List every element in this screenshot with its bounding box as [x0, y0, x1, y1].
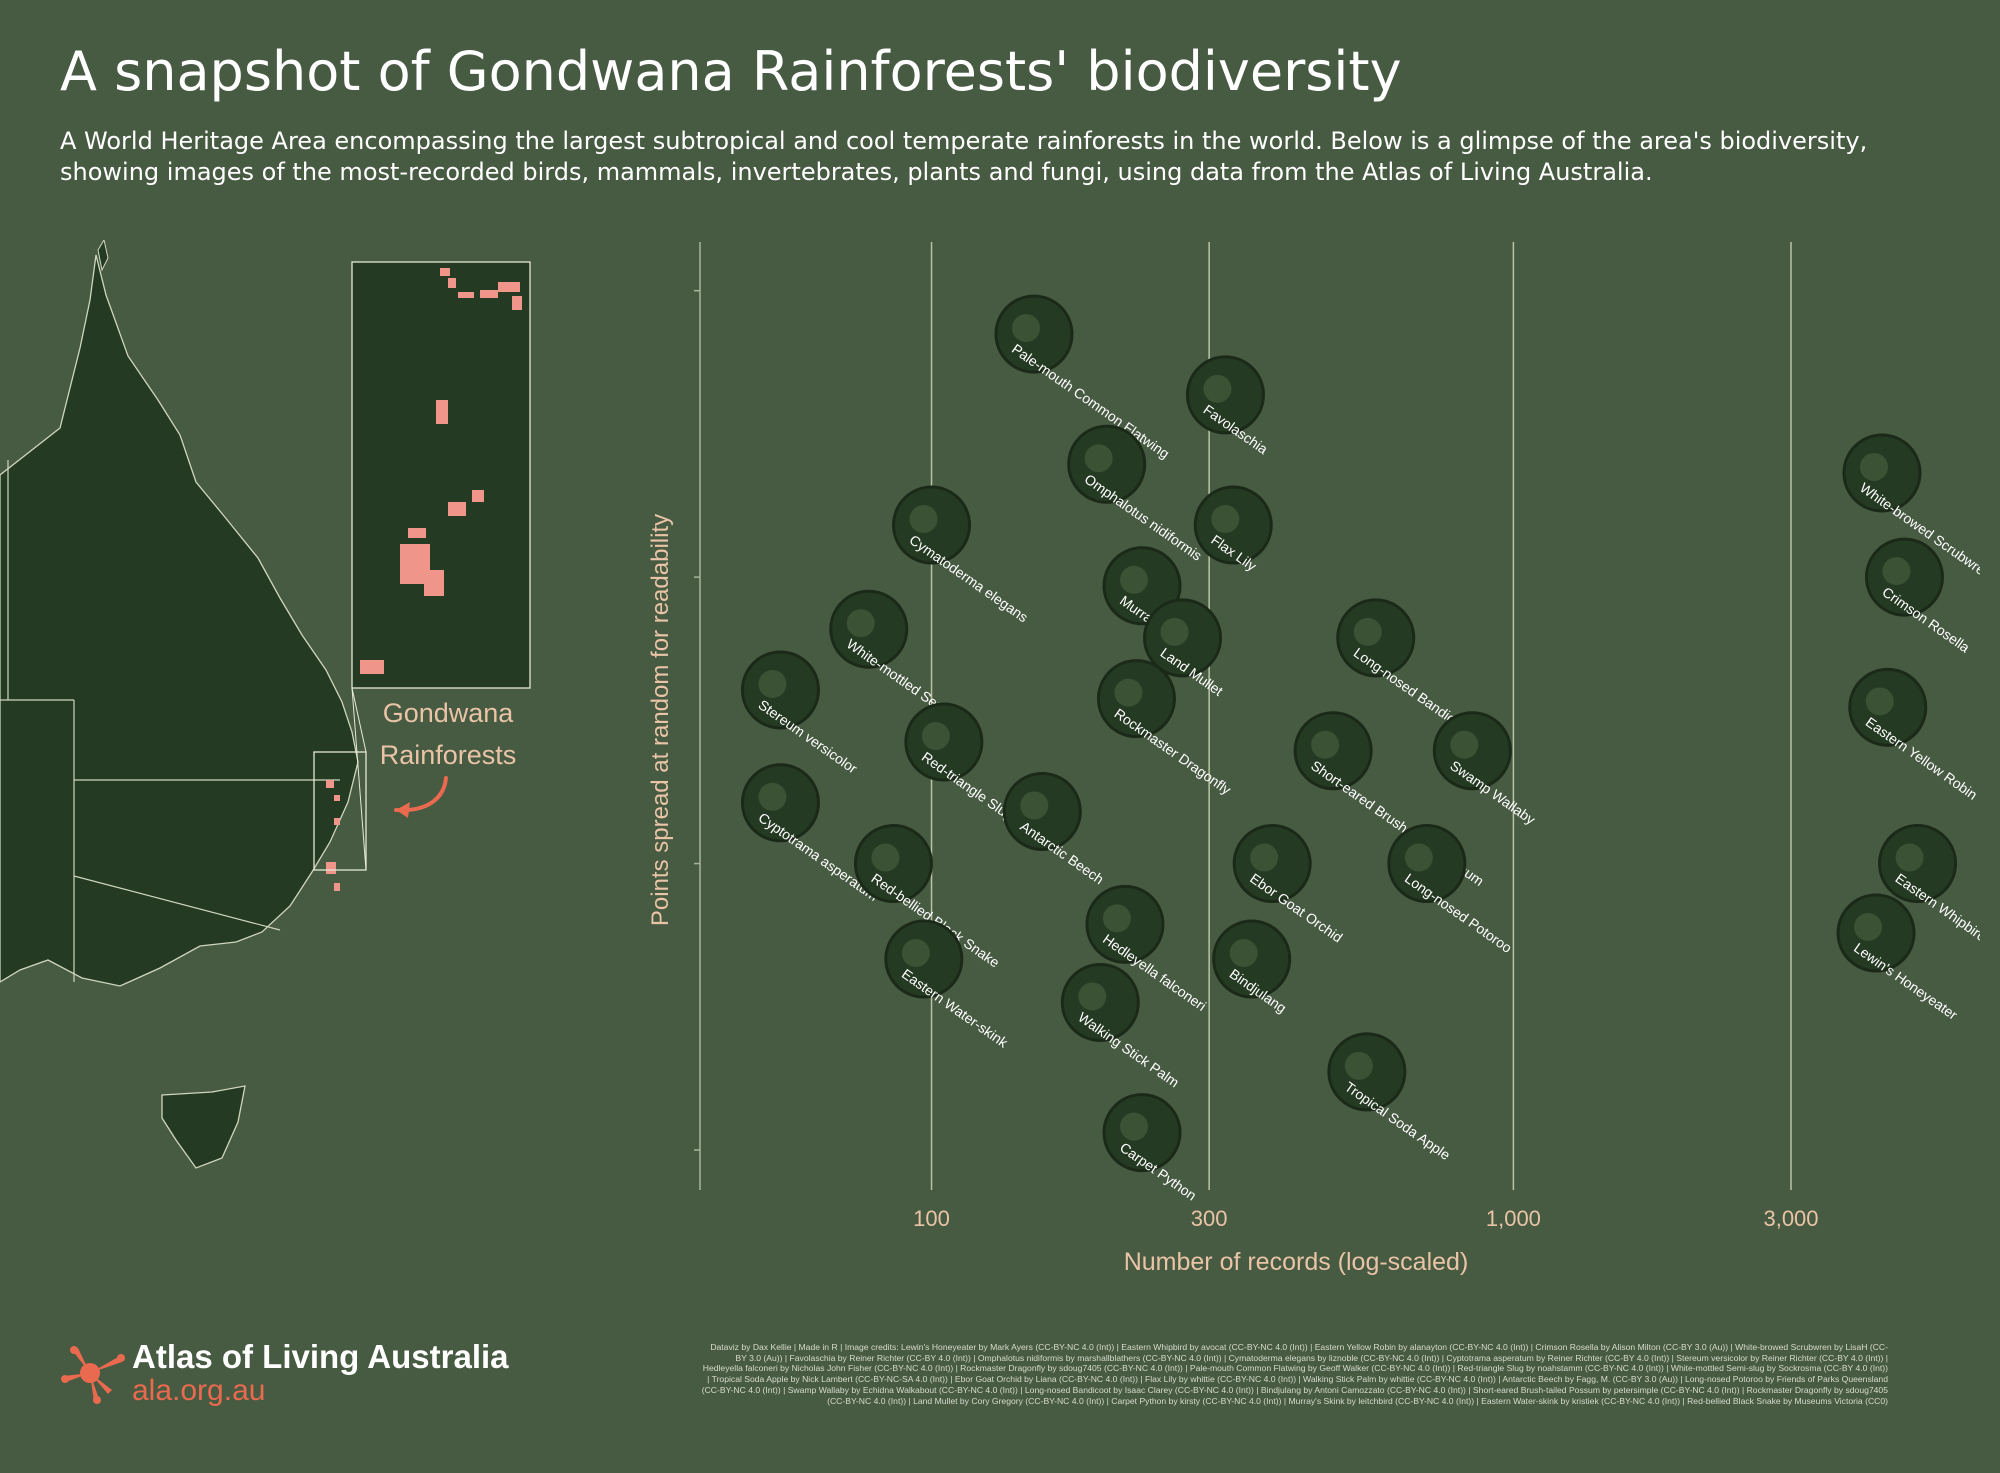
inset-patch	[498, 282, 520, 292]
ala-logo-url[interactable]: ala.org.au	[132, 1374, 266, 1407]
mainland-australia	[0, 240, 359, 1169]
inset-patch	[512, 296, 522, 310]
species-photo-shade	[758, 669, 787, 698]
state-border-nsw-vic	[73, 875, 281, 931]
species-photo-shade	[909, 505, 938, 534]
inset-patch	[424, 570, 444, 596]
species-photo-shade	[1353, 617, 1382, 646]
x-tick-labels: 100 300 1,000 3,000	[913, 1206, 1818, 1231]
data-point[interactable]: Eastern Yellow Robin	[1848, 667, 1980, 803]
rainforest-map: Gondwana Rainforests	[0, 240, 531, 1169]
axes	[694, 242, 701, 1190]
ala-logo-name: Atlas of Living Australia	[132, 1338, 509, 1375]
data-points: Pale-mouth Common Flatwing FavolaschiaOmp…	[740, 294, 1980, 1204]
data-point[interactable]: Antarctic Beech	[1002, 771, 1107, 887]
inset-patch	[472, 490, 484, 502]
species-photo-shade	[1102, 904, 1131, 933]
gondwana-label-line1: Gondwana	[383, 698, 515, 728]
page-subtitle: A World Heritage Area encompassing the l…	[60, 127, 1868, 186]
species-photo-shade	[1078, 982, 1107, 1011]
x-tick-label: 1,000	[1486, 1206, 1541, 1231]
data-point[interactable]: Bindjulang	[1212, 919, 1292, 1016]
data-point[interactable]: Favolaschia	[1185, 355, 1271, 458]
scatter-chart: 100 300 1,000 3,000 Number of records (log-…	[647, 242, 1980, 1276]
data-point[interactable]: Flax Lily	[1193, 485, 1273, 574]
species-photo-shade	[1311, 730, 1340, 759]
data-point[interactable]: Carpet Python	[1102, 1093, 1200, 1204]
east-coast-landmass	[0, 254, 359, 987]
rainforest-patch	[326, 780, 334, 788]
species-photo-shade	[1160, 617, 1189, 646]
species-photo-shade	[1012, 314, 1041, 343]
ala-starburst-icon	[61, 1346, 125, 1404]
gondwana-label-line2: Rainforests	[380, 740, 517, 770]
tasmania	[161, 1085, 246, 1169]
species-photo-shade	[1114, 678, 1143, 707]
x-tick-label: 300	[1191, 1206, 1228, 1231]
species-photo-shade	[1450, 730, 1479, 759]
data-point[interactable]: Long-nosed Potoroo	[1387, 824, 1515, 956]
species-photo-shade	[1404, 843, 1433, 872]
inset-patch	[440, 268, 450, 276]
species-photo-shade	[846, 609, 875, 638]
species-photo-shade	[1344, 1051, 1373, 1080]
species-photo-shade	[1211, 505, 1240, 534]
data-point[interactable]: Swamp Wallaby	[1432, 711, 1538, 828]
data-point[interactable]: Cymatoderma elegans	[892, 485, 1032, 625]
map-inset-panel	[351, 261, 531, 689]
inset-patch	[408, 528, 426, 538]
x-tick-label: 3,000	[1763, 1206, 1818, 1231]
inset-rainforest-patches	[360, 268, 522, 674]
data-point[interactable]: Stereum versicolor	[740, 650, 861, 777]
species-photo-shade	[901, 939, 930, 968]
species-photo-shade	[1229, 939, 1258, 968]
page-title: A snapshot of Gondwana Rainforests' biod…	[60, 40, 1402, 103]
inset-patch	[480, 290, 498, 298]
rainforest-patch	[334, 818, 340, 825]
species-photo-shade	[758, 782, 787, 811]
species-photo-shade	[1020, 791, 1049, 820]
inset-patch	[360, 660, 384, 674]
rainforest-patch	[326, 862, 336, 874]
data-point[interactable]: Omphalotus nidiformis	[1067, 424, 1205, 564]
rainforest-patch	[334, 795, 340, 801]
species-photo-shade	[871, 843, 900, 872]
rainforest-patch	[334, 883, 340, 891]
cape-york-detail	[97, 240, 109, 272]
x-axis-label: Number of records (log-scaled)	[1124, 1248, 1469, 1276]
y-axis-label: Points spread at random for readability	[647, 514, 674, 926]
image-credits: Dataviz by Dax Kellie | Made in R | Imag…	[701, 1342, 1888, 1406]
inset-patch	[436, 400, 448, 424]
species-photo-shade	[1882, 557, 1911, 586]
species-photo-shade	[1120, 565, 1149, 594]
species-label: Rockmaster Dragonfly	[1111, 705, 1234, 798]
inset-patch	[458, 292, 474, 298]
data-point[interactable]: Eastern Water-skink	[884, 919, 1012, 1051]
species-label: Cymatoderma elegans	[907, 531, 1032, 625]
label-arrow	[394, 776, 448, 813]
species-photo-shade	[1084, 444, 1113, 473]
inset-patch	[448, 502, 466, 516]
rainforest-patches	[326, 780, 340, 891]
ala-logo[interactable]: Atlas of Living Australia ala.org.au	[60, 1332, 520, 1412]
locator-connector-top	[351, 687, 367, 753]
inset-patch	[448, 278, 456, 288]
species-photo-shade	[1120, 1112, 1149, 1141]
species-photo-shade	[1250, 843, 1279, 872]
species-photo-shade	[1865, 687, 1894, 716]
species-photo-shade	[921, 722, 950, 751]
species-photo-shade	[1854, 913, 1883, 941]
locator-connector-bottom	[351, 687, 367, 871]
data-point[interactable]: Tropical Soda Apple	[1327, 1032, 1454, 1163]
label-arrowhead	[396, 802, 410, 818]
species-photo-shade	[1895, 843, 1924, 872]
map-locator-box	[313, 751, 367, 871]
x-tick-label: 100	[913, 1206, 950, 1231]
data-point[interactable]: Red-triangle Slug	[904, 702, 1017, 824]
species-photo-shade	[1859, 452, 1888, 481]
species-photo-shade	[1203, 374, 1232, 403]
